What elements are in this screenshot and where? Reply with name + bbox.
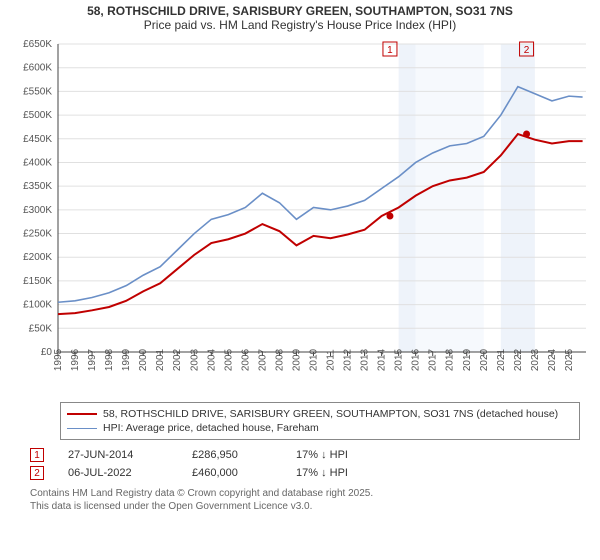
sale-marker: 1 <box>30 448 44 462</box>
sale-price: £286,950 <box>192 449 272 461</box>
svg-text:£650K: £650K <box>23 39 52 50</box>
sale-date: 27-JUN-2014 <box>68 449 168 461</box>
sales-table: 1 27-JUN-2014 £286,950 17% ↓ HPI 2 06-JUL-202… <box>30 446 580 482</box>
legend-swatch <box>67 428 97 429</box>
svg-text:£400K: £400K <box>23 157 52 168</box>
sale-dot <box>523 131 530 138</box>
sale-marker: 2 <box>30 466 44 480</box>
svg-text:£350K: £350K <box>23 181 52 192</box>
sale-price: £460,000 <box>192 467 272 479</box>
sale-delta: 17% ↓ HPI <box>296 467 396 479</box>
sale-date: 06-JUL-2022 <box>68 467 168 479</box>
svg-text:2: 2 <box>524 45 530 56</box>
svg-text:£150K: £150K <box>23 276 52 287</box>
legend: 58, ROTHSCHILD DRIVE, SARISBURY GREEN, S… <box>60 402 580 440</box>
footnote-line: This data is licensed under the Open Gov… <box>30 501 580 514</box>
sale-row: 1 27-JUN-2014 £286,950 17% ↓ HPI <box>30 446 580 464</box>
sale-delta: 17% ↓ HPI <box>296 449 396 461</box>
legend-item: HPI: Average price, detached house, Fare… <box>67 421 573 435</box>
footnote: Contains HM Land Registry data © Crown c… <box>30 488 580 513</box>
svg-text:£300K: £300K <box>23 205 52 216</box>
price-chart: £0 £50K £100K £150K £200K £250K £300K £350K £400… <box>0 34 600 394</box>
page-subtitle: Price paid vs. HM Land Registry's House … <box>0 18 600 32</box>
legend-item: 58, ROTHSCHILD DRIVE, SARISBURY GREEN, S… <box>67 407 573 421</box>
sale-row: 2 06-JUL-2022 £460,000 17% ↓ HPI <box>30 464 580 482</box>
svg-text:£100K: £100K <box>23 300 52 311</box>
svg-text:£450K: £450K <box>23 134 52 145</box>
svg-text:£550K: £550K <box>23 86 52 97</box>
svg-text:£0: £0 <box>41 347 53 358</box>
page-title: 58, ROTHSCHILD DRIVE, SARISBURY GREEN, S… <box>0 4 600 18</box>
legend-swatch <box>67 413 97 415</box>
legend-label: 58, ROTHSCHILD DRIVE, SARISBURY GREEN, S… <box>103 408 558 420</box>
sale-dot <box>386 213 393 220</box>
svg-text:£600K: £600K <box>23 63 52 74</box>
footnote-line: Contains HM Land Registry data © Crown c… <box>30 488 580 501</box>
legend-label: HPI: Average price, detached house, Fare… <box>103 422 319 434</box>
svg-text:£250K: £250K <box>23 229 52 240</box>
svg-text:1: 1 <box>387 45 393 56</box>
svg-text:£500K: £500K <box>23 110 52 121</box>
svg-text:£200K: £200K <box>23 252 52 263</box>
svg-text:£50K: £50K <box>29 323 53 334</box>
